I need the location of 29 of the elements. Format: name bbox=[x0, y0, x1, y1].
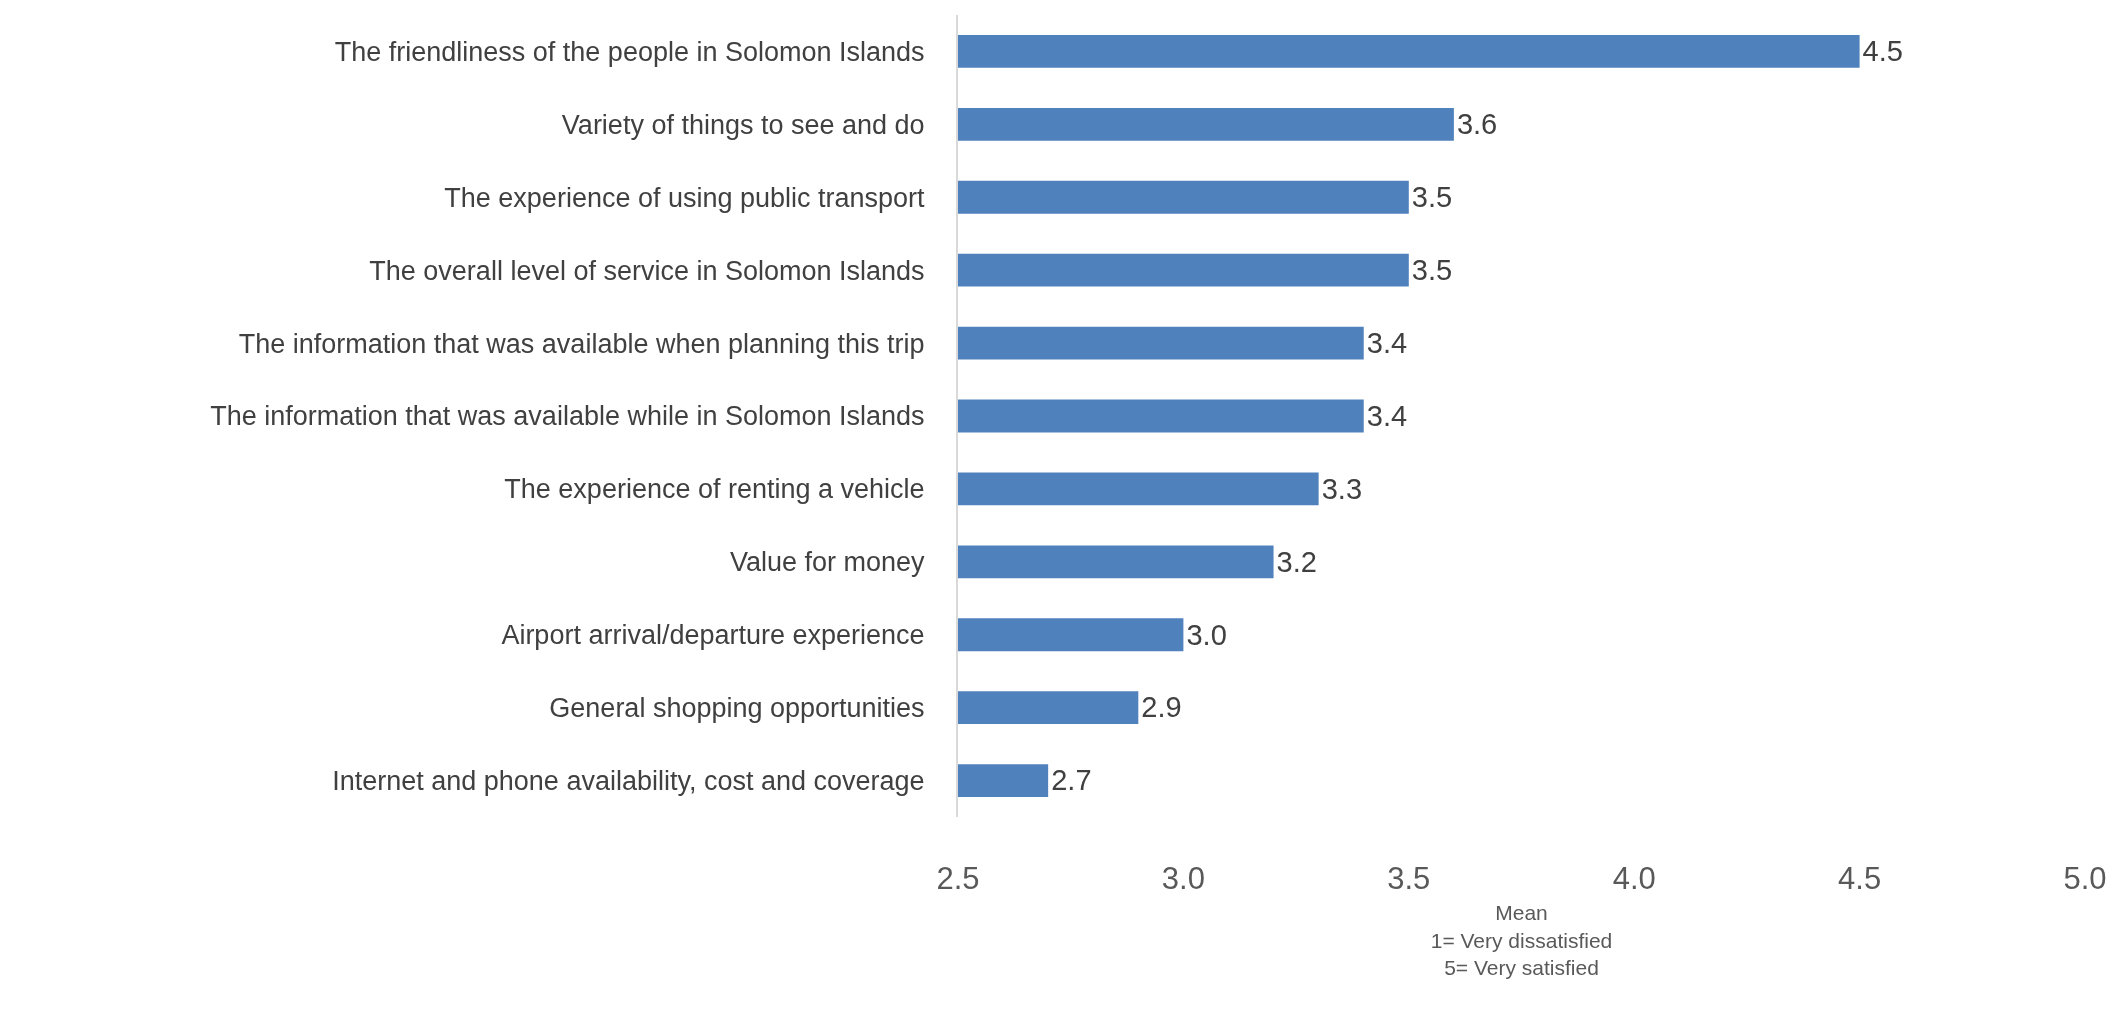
y-tick-label: The information that was available when planning this trip bbox=[238, 328, 925, 359]
data-label: 3.4 bbox=[1366, 399, 1408, 432]
data-label: 4.5 bbox=[1862, 35, 1903, 68]
x-tick-label: 4.5 bbox=[1838, 861, 1882, 896]
y-tick-label: The overall level of service in Solomon Islands bbox=[369, 255, 925, 286]
x-tick-label: 5.0 bbox=[2063, 861, 2107, 896]
data-label: 2.7 bbox=[1051, 764, 1092, 797]
x-axis-title: Mean 1= Very dissatisfied 5= Very satisfied bbox=[1430, 901, 1613, 979]
data-label: 3.2 bbox=[1276, 545, 1317, 578]
data-label: 3.6 bbox=[1456, 108, 1498, 141]
x-tick-label: 3.0 bbox=[1161, 861, 1205, 896]
x-tick-label: 4.0 bbox=[1612, 861, 1656, 896]
y-tick-label: General shopping opportunities bbox=[549, 693, 925, 724]
y-tick-label: Variety of things to see and do bbox=[561, 109, 925, 140]
y-tick-label: Airport arrival/departure experience bbox=[501, 620, 925, 651]
y-tick-label: Value for money bbox=[729, 547, 926, 578]
data-label: 3.0 bbox=[1186, 618, 1227, 651]
data-label: 3.5 bbox=[1411, 254, 1453, 287]
y-tick-label: The information that was available while in Solomon Islands bbox=[210, 401, 925, 432]
data-label: 2.9 bbox=[1141, 691, 1182, 724]
data-label: 3.5 bbox=[1411, 181, 1453, 214]
y-tick-label: The experience of renting a vehicle bbox=[504, 474, 925, 505]
y-tick-label: The friendliness of the people in Solomon Islands bbox=[334, 36, 925, 67]
data-label: 3.4 bbox=[1366, 326, 1408, 359]
y-tick-label: Internet and phone availability, cost and coverage bbox=[332, 766, 925, 796]
y-tick-label: The experience of using public transport bbox=[444, 182, 926, 213]
x-tick-label: 3.5 bbox=[1387, 861, 1431, 896]
data-label: 3.3 bbox=[1321, 472, 1363, 505]
x-tick-label: 2.5 bbox=[936, 861, 980, 896]
